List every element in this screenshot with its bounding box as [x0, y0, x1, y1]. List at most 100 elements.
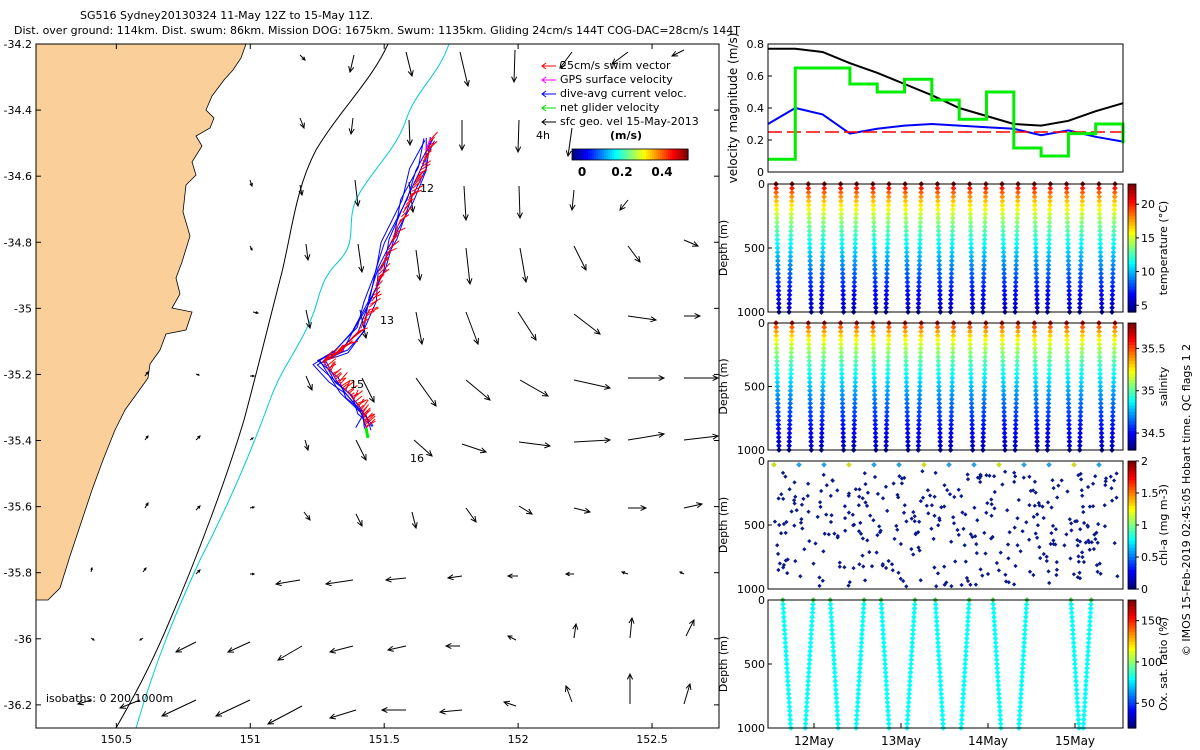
temperature-cast-1-pt-13 [787, 236, 794, 243]
chl-point-271 [896, 495, 901, 500]
temperature-cast-21-pt-4 [1111, 198, 1118, 204]
salinity-cast-20-pt-8 [1096, 354, 1103, 360]
temperature-cast-10-pt-18 [936, 257, 943, 264]
oxygen-cast-2-pt-12 [830, 648, 837, 655]
temperature-cast-4-pt-14 [839, 240, 845, 247]
chl-point-312 [1012, 479, 1017, 485]
geo-arrow-head-56 [426, 450, 433, 457]
chlorophyll-colorbar-cell-20 [1128, 525, 1136, 529]
temperature-cast-12-pt-7 [967, 211, 974, 217]
chl-point-191 [918, 498, 923, 504]
salinity-cast-13-pt-17 [981, 392, 988, 398]
temperature-cast-14-pt-27 [1001, 296, 1008, 303]
track-day-label-1: 13 [380, 314, 394, 327]
chl-point-86 [781, 496, 786, 502]
chl-surface-point-5 [896, 461, 902, 468]
temperature-cast-11-pt-7 [950, 211, 956, 217]
swim-vector-17 [411, 185, 424, 192]
salinity-cast-12-pt-28 [969, 438, 976, 445]
map-colorbar-cell-57 [686, 149, 689, 160]
chl-point-207 [1078, 477, 1084, 482]
salinity-cast-5-pt-19 [851, 400, 858, 407]
temperature-cast-5-pt-29 [850, 304, 857, 311]
oxygen-cast-5-pt-28 [904, 716, 911, 723]
track-day-label-3: 16 [410, 452, 424, 465]
geo-arrow-head-106 [564, 684, 571, 693]
salinity-cast-12-pt-26 [969, 430, 976, 436]
salinity-cast-0-pt-24 [775, 421, 782, 428]
swim-vector-24 [400, 206, 413, 218]
salinity-cast-8-pt-17 [903, 392, 910, 398]
temperature-cast-8-pt-15 [903, 245, 910, 251]
salinity-cast-6-pt-6 [870, 345, 877, 352]
oxygen-cast-1-pt-24 [804, 699, 810, 706]
oxygen-cast-7-pt-2 [965, 605, 972, 612]
salinity-cast-8-pt-14 [903, 379, 910, 386]
salinity-cast-4-pt-10 [838, 362, 845, 369]
temperature-cast-7-pt-4 [885, 198, 892, 204]
oxygen-cast-4-pt-26 [885, 708, 891, 714]
oxygen-cast-4-pt-15 [882, 661, 888, 667]
temperature-cast-21-pt-12 [1110, 232, 1117, 239]
temperature-cast-1-pt-12 [788, 232, 794, 239]
temperature-cast-6-pt-13 [871, 236, 878, 243]
temperature-cast-20-pt-2 [1096, 189, 1102, 196]
chlorophyll-colorbar-tick-label-3: 1.5 [1141, 487, 1159, 500]
legend-swatch-head-1 [541, 76, 547, 84]
temperature-cast-3-pt-1 [821, 185, 828, 192]
geo-arrow-head-102 [328, 713, 337, 720]
salinity-cast-16-pt-14 [1032, 379, 1039, 386]
geo-arrow-head-13 [565, 150, 572, 158]
temperature-cast-13-pt-20 [981, 266, 987, 273]
oxygen-cast-1-pt-4 [809, 614, 816, 620]
temperature-cast-6-pt-28 [872, 300, 879, 307]
oxygen-cast-5-pt-29 [904, 720, 911, 727]
salinity-cast-8-pt-5 [902, 341, 909, 348]
geo-arrow-head-40 [145, 371, 149, 375]
temperature-cast-13-pt-6 [982, 206, 989, 213]
temperature-cast-11-pt-18 [948, 257, 955, 264]
temperature-cast-15-pt-14 [1013, 240, 1020, 247]
salinity-cast-20-pt-2 [1096, 328, 1102, 335]
temperature-cast-7-pt-20 [884, 266, 890, 273]
temperature-cast-2-pt-19 [807, 262, 814, 268]
temperature-cast-18-pt-27 [1066, 296, 1073, 303]
geo-arrow-head-92 [444, 642, 452, 650]
geo-arrow-head-65 [305, 514, 311, 521]
chl-point-8 [828, 493, 833, 499]
swim-vector-4 [425, 140, 438, 153]
oxygen-cast-1-pt-5 [809, 618, 815, 625]
chlorophyll-colorbar-cell-25 [1128, 541, 1136, 545]
salinity-cast-8-pt-3 [902, 332, 909, 339]
salinity-colorbar-cell-5 [1128, 338, 1136, 343]
salinity-cast-19-pt-19 [1077, 400, 1084, 407]
temperature-cast-5-pt-2 [853, 189, 860, 196]
salinity-cast-15-pt-8 [1014, 354, 1021, 360]
temperature-cast-9-pt-3 [918, 193, 924, 200]
geo-arrow-head-53 [251, 437, 254, 440]
temperature-cast-17-pt-14 [1046, 240, 1052, 247]
oxygen-cast-6-pt-1 [932, 601, 939, 608]
oxygen-cast-11-pt-15 [1084, 661, 1091, 667]
temperature-cast-3-pt-19 [819, 262, 826, 268]
map-colorbar-cell-54 [680, 149, 683, 160]
temperature-cast-6-pt-27 [872, 296, 879, 303]
temperature-cast-19-pt-8 [1079, 215, 1085, 221]
oxygen-colorbar-cell-0 [1128, 600, 1136, 604]
oxygen-colorbar-cell-29 [1128, 692, 1136, 697]
temperature-colorbar-cell-7 [1128, 206, 1136, 211]
temperature-cast-21-pt-1 [1112, 185, 1118, 192]
salinity-cast-16-pt-18 [1033, 396, 1039, 403]
chl-point-257 [937, 516, 942, 521]
salinity-cast-7-pt-27 [883, 434, 890, 441]
isobaths-label: isobaths: 0 200 1000m [46, 692, 173, 705]
map-colorbar-cell-4 [580, 149, 583, 160]
oxygen-cast-3-pt-20 [855, 682, 862, 689]
salinity-cast-0-pt-25 [775, 425, 782, 432]
temperature-cast-1-pt-8 [788, 215, 795, 221]
salinity-colorbar-cell-27 [1128, 408, 1136, 413]
chl-point-44 [880, 496, 886, 501]
salinity-cast-15-pt-10 [1014, 362, 1020, 369]
salinity-cast-19-pt-22 [1077, 413, 1084, 419]
temperature-ytick-label-2: 1000 [737, 306, 765, 319]
